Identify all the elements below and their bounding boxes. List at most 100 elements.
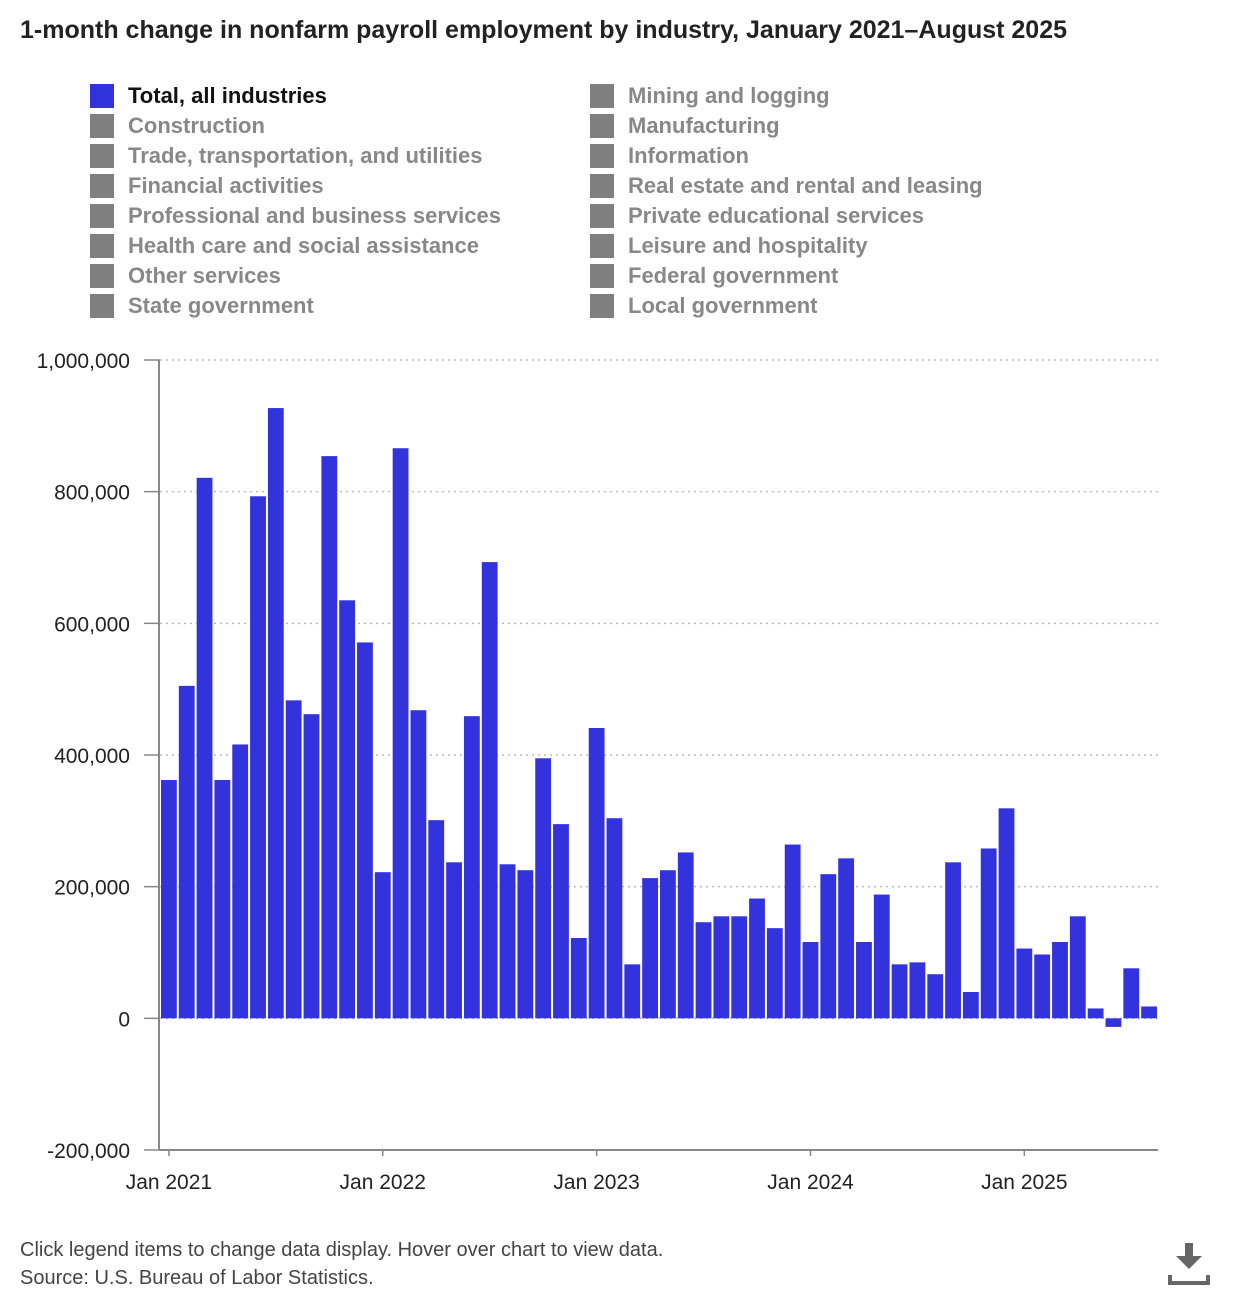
bar (891, 964, 908, 1019)
bar (446, 862, 462, 1019)
legend-item[interactable]: State government (90, 293, 590, 318)
bar (321, 456, 338, 1019)
legend-item[interactable]: Financial activities (90, 173, 590, 198)
legend-swatch (590, 234, 614, 258)
bar (660, 870, 676, 1019)
bar (927, 974, 944, 1019)
legend-swatch (590, 264, 614, 288)
bar (695, 922, 712, 1019)
bar-chart[interactable]: -200,000 0 200,000 400,000 600,000 800,000 1,0… (0, 340, 1240, 1220)
bar (1087, 1008, 1104, 1019)
bar (624, 964, 641, 1019)
x-tick-label: Jan 2022 (340, 1171, 426, 1194)
download-icon[interactable] (1168, 1243, 1210, 1285)
legend-label: Financial activities (128, 173, 324, 198)
legend-label: Professional and business services (128, 203, 501, 228)
legend-label: Information (628, 143, 749, 168)
legend-item[interactable]: Construction (90, 113, 590, 138)
legend-item[interactable]: Total, all industries (90, 83, 590, 108)
legend-label: Construction (128, 113, 265, 138)
legend-item[interactable]: Mining and logging (590, 83, 1090, 108)
bar (374, 872, 391, 1019)
bar (642, 878, 658, 1019)
bar (802, 941, 819, 1019)
bar (962, 992, 979, 1019)
legend-swatch (590, 114, 614, 138)
legend-label: Private educational services (628, 203, 924, 228)
legend-swatch (90, 174, 114, 198)
x-tick-label: Jan 2025 (981, 1171, 1067, 1194)
bar (178, 685, 195, 1019)
bar (463, 716, 480, 1019)
y-tick-label: 200,000 (54, 877, 130, 900)
bar (784, 844, 801, 1019)
bar (232, 744, 249, 1019)
bar (998, 808, 1015, 1019)
bar (749, 898, 765, 1019)
legend-item[interactable]: Professional and business services (90, 203, 590, 228)
legend: Total, all industries Mining and logging C… (90, 83, 1090, 318)
legend-item[interactable]: Private educational services (590, 203, 1090, 228)
bar (428, 820, 445, 1019)
legend-swatch (590, 144, 614, 168)
legend-label: Leisure and hospitality (628, 233, 868, 258)
bar (196, 477, 213, 1019)
bar (713, 916, 730, 1019)
legend-swatch (90, 264, 114, 288)
source-note: Source: U.S. Bureau of Labor Statistics. (20, 1267, 374, 1289)
bar (1141, 1006, 1157, 1019)
bar (161, 780, 177, 1019)
legend-item[interactable]: Federal government (590, 263, 1090, 288)
legend-swatch (90, 114, 114, 138)
legend-item[interactable]: Real estate and rental and leasing (590, 173, 1090, 198)
bar (1105, 1018, 1122, 1027)
bar (357, 642, 373, 1019)
bar (588, 728, 605, 1019)
footer: Click legend items to change data displa… (20, 1236, 663, 1292)
bar (285, 700, 302, 1019)
legend-swatch (90, 234, 114, 258)
legend-item[interactable]: Information (590, 143, 1090, 168)
legend-label: Mining and logging (628, 83, 830, 108)
legend-item[interactable]: Health care and social assistance (90, 233, 590, 258)
legend-item[interactable]: Manufacturing (590, 113, 1090, 138)
legend-swatch (590, 294, 614, 318)
bar (570, 938, 587, 1019)
legend-swatch (590, 204, 614, 228)
bar (517, 870, 534, 1019)
legend-swatch (90, 204, 114, 228)
bar (410, 710, 427, 1019)
bar (838, 858, 855, 1019)
chart-title: 1-month change in nonfarm payroll employ… (20, 16, 1068, 44)
bar (1052, 941, 1068, 1019)
x-tick-label: Jan 2024 (767, 1171, 854, 1194)
bar (250, 496, 266, 1019)
bar (267, 408, 284, 1019)
legend-item[interactable]: Other services (90, 263, 590, 288)
legend-swatch (90, 144, 114, 168)
legend-item[interactable]: Local government (590, 293, 1090, 318)
bar (766, 928, 783, 1019)
y-tick-label: 600,000 (54, 613, 130, 636)
y-tick-label: 800,000 (54, 482, 130, 505)
bar (606, 818, 623, 1019)
legend-item[interactable]: Trade, transportation, and utilities (90, 143, 590, 168)
bar (909, 962, 926, 1019)
bar (731, 916, 748, 1019)
bar (1016, 948, 1033, 1019)
bar (499, 864, 516, 1019)
legend-swatch (590, 84, 614, 108)
legend-swatch (90, 84, 114, 108)
legend-label: Manufacturing (628, 113, 780, 138)
legend-swatch (90, 294, 114, 318)
legend-item[interactable]: Leisure and hospitality (590, 233, 1090, 258)
legend-label: Local government (628, 293, 818, 318)
x-tick-label: Jan 2023 (553, 1171, 639, 1194)
bar (392, 448, 409, 1019)
bar (214, 780, 231, 1019)
legend-label: Total, all industries (128, 83, 327, 108)
bar (1123, 968, 1140, 1019)
bar (873, 894, 890, 1019)
bar (1069, 916, 1086, 1019)
bar (945, 862, 961, 1019)
